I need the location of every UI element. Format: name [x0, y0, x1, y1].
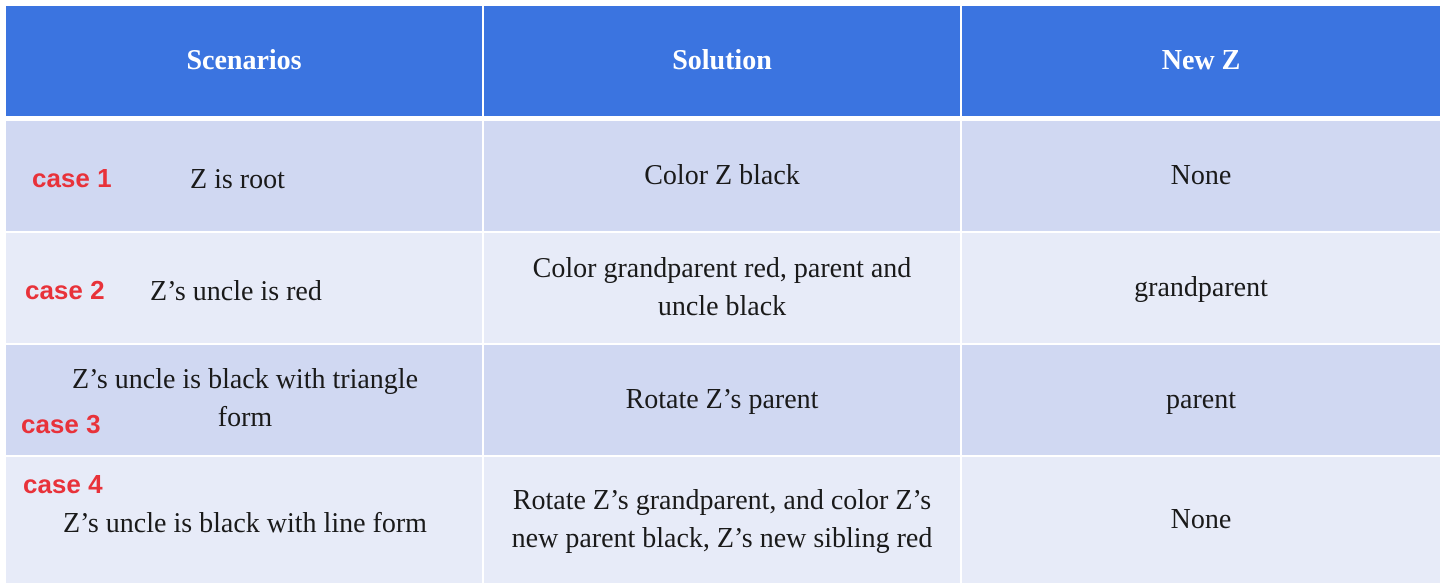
header-scenarios: Scenarios [4, 4, 484, 121]
case-label: case 3 [21, 409, 101, 439]
solution-cell: Rotate Z’s parent [482, 343, 962, 457]
new-z-cell: None [960, 455, 1442, 585]
solution-cell: Rotate Z’s grandparent, and color Z’s ne… [482, 455, 962, 585]
scenario-text: Z is root [190, 164, 285, 195]
new-z-cell: parent [960, 343, 1442, 457]
solution-cell: Color Z black [482, 117, 962, 233]
solution-cell: Color grandparent red, parent and uncle … [482, 231, 962, 345]
header-new-z: New Z [960, 4, 1442, 121]
scenario-text: Z’s uncle is red [150, 276, 322, 307]
table-row: case 1 Z is root Color Z black None [4, 117, 1442, 233]
table-row: Z’s uncle is black with triangle form ca… [4, 343, 1442, 457]
rb-tree-insertion-table-wrap: Scenarios Solution New Z case 1 Z is roo… [4, 4, 1442, 585]
case-label: case 2 [25, 275, 105, 305]
scenario-text-line-2: form [217, 402, 273, 433]
scenario-cell: case 4 Z’s uncle is black with line form [4, 455, 484, 585]
table-row: case 4 Z’s uncle is black with line form… [4, 455, 1442, 585]
header-solution: Solution [482, 4, 962, 121]
scenario-cell: case 1 Z is root [4, 117, 484, 233]
solution-text: Rotate Z’s grandparent, and color Z’s ne… [511, 485, 933, 554]
header-row: Scenarios Solution New Z [4, 4, 1442, 121]
case-label: case 1 [32, 163, 112, 193]
case-label: case 4 [23, 469, 103, 499]
scenario-text-line-1: Z’s uncle is black with triangle [71, 364, 419, 395]
new-z-cell: None [960, 117, 1442, 233]
scenario-cell: case 2 Z’s uncle is red [4, 231, 484, 345]
table-row: case 2 Z’s uncle is red Color grandparen… [4, 231, 1442, 345]
solution-text: Color grandparent red, parent and uncle … [532, 253, 912, 322]
scenario-text: Z’s uncle is black with line form [63, 508, 427, 539]
scenario-cell: Z’s uncle is black with triangle form ca… [4, 343, 484, 457]
new-z-cell: grandparent [960, 231, 1442, 345]
rb-tree-insertion-table: Scenarios Solution New Z case 1 Z is roo… [4, 4, 1442, 585]
